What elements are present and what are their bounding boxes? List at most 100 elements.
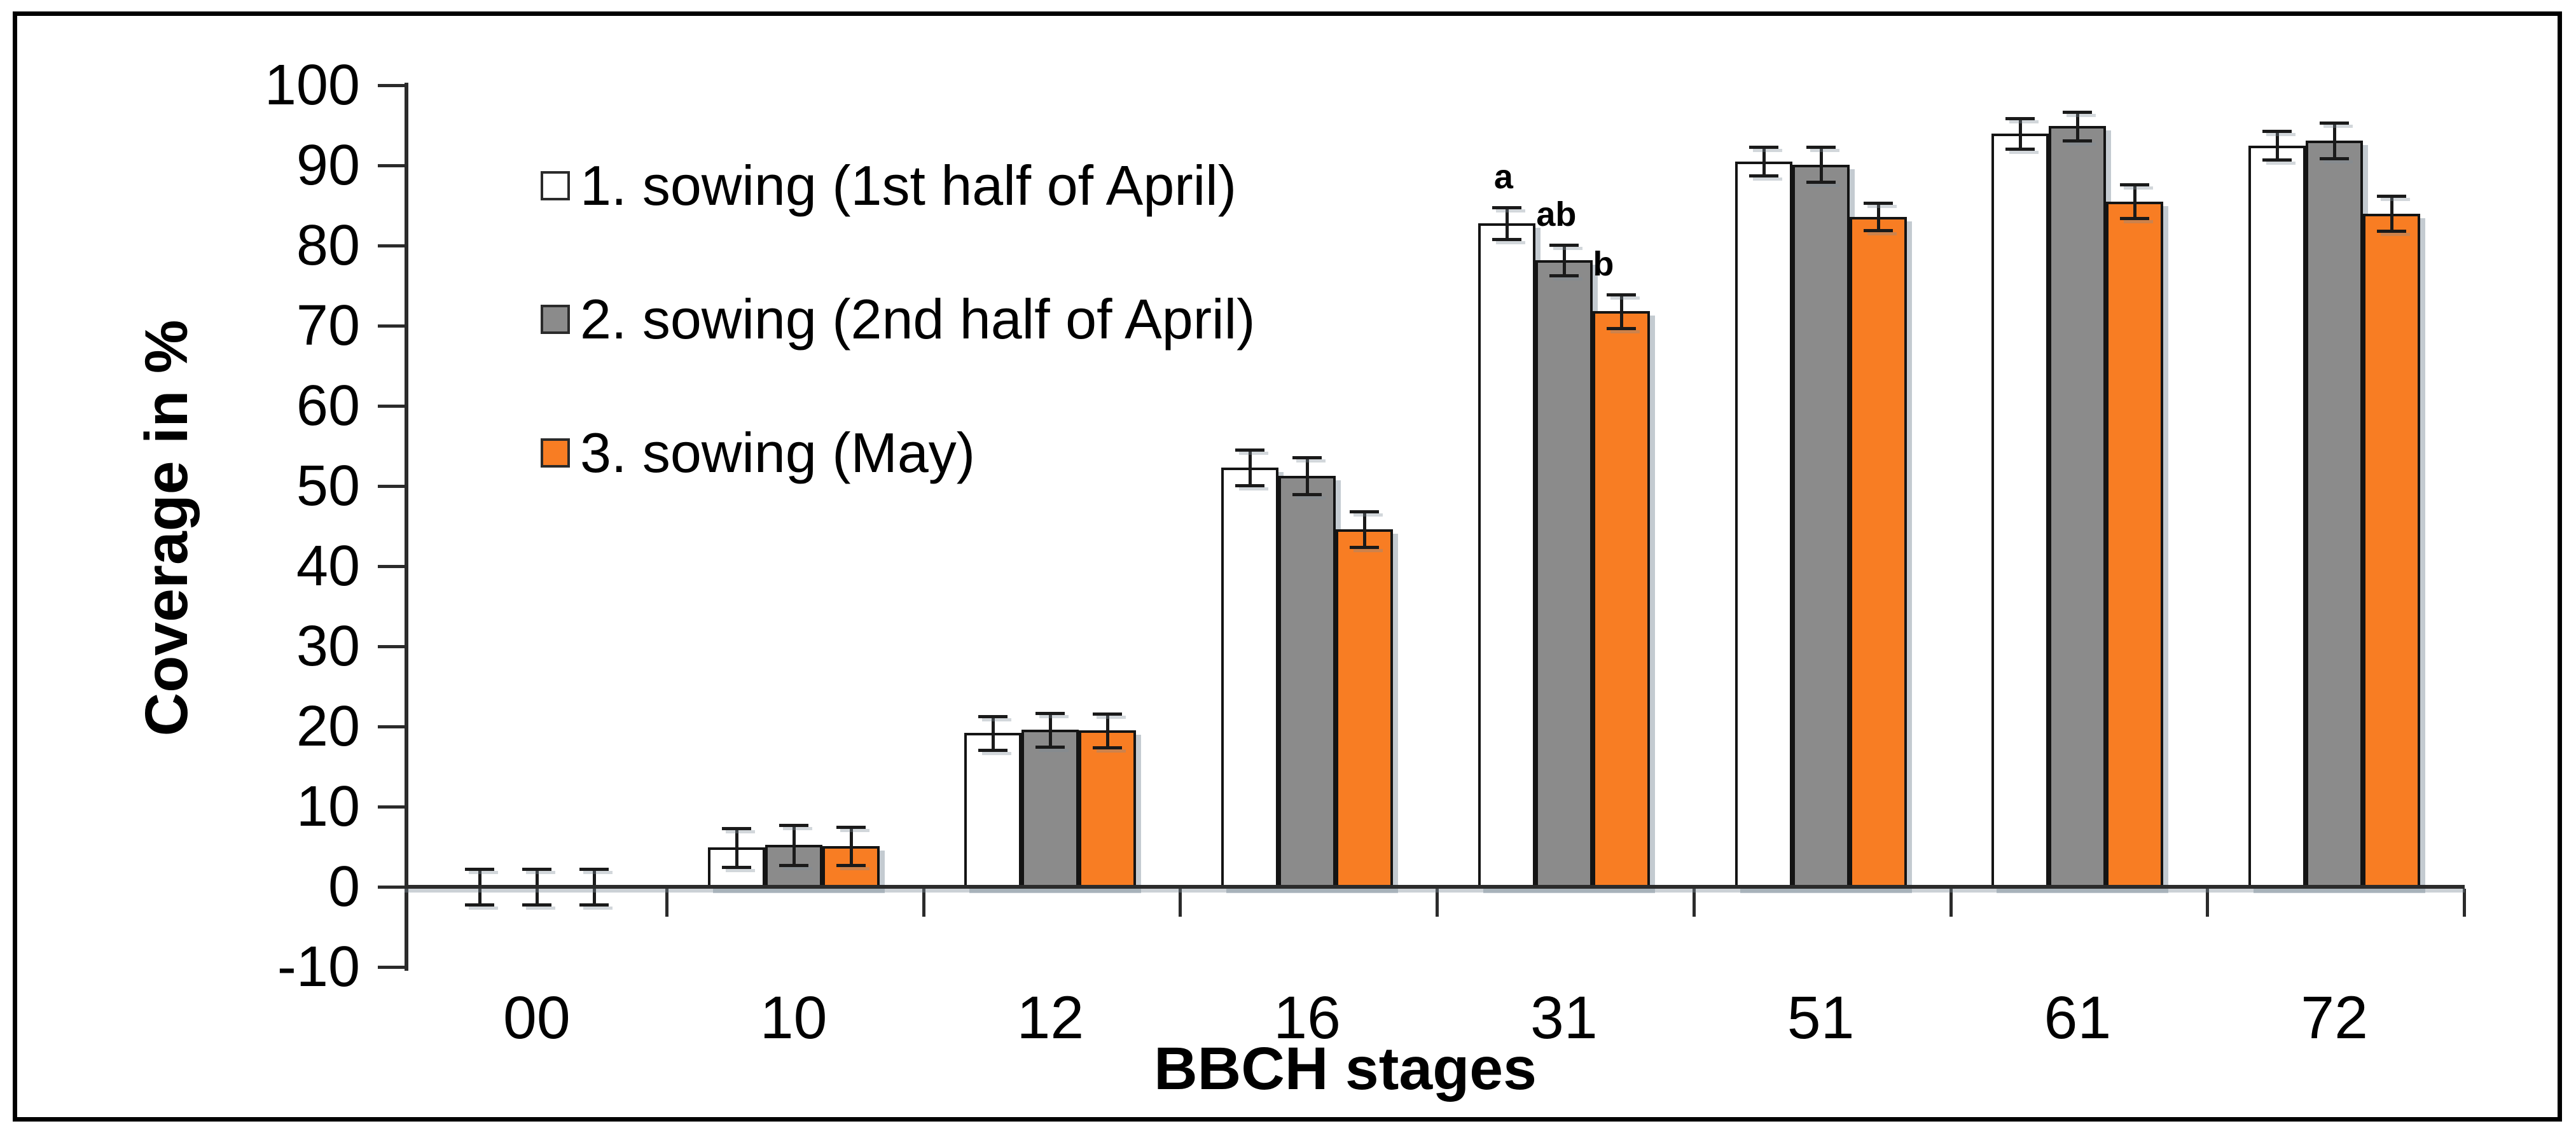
y-axis-tick (378, 645, 405, 648)
error-bar-line (1106, 713, 1110, 747)
error-bar-line (735, 828, 738, 867)
bar-series1-bbch-61 (1991, 133, 2049, 889)
error-bar-cap-top (1748, 146, 1778, 149)
x-axis-tick (1692, 889, 1696, 917)
x-axis-title: BBCH stages (1154, 1035, 1537, 1102)
y-axis-tick (378, 565, 405, 568)
error-bar-line (1363, 511, 1367, 547)
error-bar-cap-bottom (2005, 147, 2035, 151)
y-axis-tick (378, 805, 405, 809)
bar-series3-bbch-61 (2106, 201, 2164, 889)
significance-letter-b: b (1593, 244, 1614, 283)
error-bar-cap-top (2320, 122, 2350, 125)
error-bar-line (1762, 147, 1766, 176)
y-axis-tick-label: 60 (296, 374, 360, 438)
y-axis-line (405, 83, 408, 971)
x-axis-tick-label: 12 (1016, 984, 1084, 1052)
x-axis-tick (2206, 889, 2210, 917)
x-axis-tick (2463, 889, 2466, 917)
y-axis-tick-label: 70 (296, 294, 360, 358)
error-bar-cap-bottom (836, 863, 866, 867)
bar-series2-bbch-16 (1278, 475, 1336, 889)
error-bar-cap-bottom (1292, 492, 1322, 496)
error-bar-cap-top (1606, 293, 1636, 296)
error-bar-line (1876, 203, 1880, 231)
x-axis-tick-label: 16 (1273, 984, 1341, 1052)
error-bar-cap-bottom (1350, 545, 1380, 549)
error-bar-cap-top (579, 868, 609, 872)
error-bar-cap-top (464, 868, 494, 872)
bar-series3-bbch-51 (1849, 216, 1907, 889)
error-bar-cap-bottom (1748, 174, 1778, 178)
y-axis-tick-label: 10 (296, 775, 360, 838)
error-bar-cap-top (978, 714, 1008, 718)
x-axis-line (405, 885, 2465, 889)
error-bar-line (1819, 147, 1823, 183)
bar-series2-bbch-12 (1021, 730, 1079, 889)
x-axis-tick-label: 00 (503, 984, 571, 1052)
bar-series3-bbch-12 (1079, 730, 1137, 889)
y-axis-tick-label: 100 (264, 53, 360, 117)
error-bar-cap-top (1350, 510, 1380, 514)
y-axis-tick-label: 20 (296, 695, 360, 758)
error-bar-cap-bottom (1606, 326, 1636, 330)
error-bar-cap-top (779, 823, 808, 827)
bar-series1-bbch-16 (1221, 468, 1279, 889)
legend-swatch-icon (541, 305, 570, 334)
bar-series2-bbch-72 (2306, 140, 2364, 889)
y-axis-tick-label: 0 (328, 855, 360, 919)
error-bar-cap-top (1863, 202, 1893, 205)
x-axis-tick-label: 10 (759, 984, 828, 1052)
error-bar-cap-bottom (522, 903, 551, 907)
significance-letter-a: a (1493, 157, 1513, 196)
y-axis-tick (378, 164, 405, 167)
error-bar-cap-top (836, 825, 866, 829)
bar-series3-bbch-31 (1592, 311, 1650, 889)
y-axis-tick (378, 324, 405, 328)
legend-label: 1. sowing (1st half of April) (580, 154, 1237, 217)
y-axis-tick (378, 405, 405, 408)
error-bar-cap-top (721, 827, 751, 831)
bar-series1-bbch-72 (2248, 145, 2306, 889)
error-bar-line (2076, 111, 2080, 141)
error-bar-cap-top (1806, 146, 1836, 149)
bar-series1-bbch-12 (964, 733, 1022, 889)
legend-label: 3. sowing (May) (580, 421, 976, 484)
y-axis-tick (378, 485, 405, 488)
bar-series3-bbch-72 (2363, 213, 2421, 889)
error-bar-cap-bottom (2377, 230, 2407, 233)
error-bar-line (1249, 450, 1252, 485)
error-bar-cap-top (2377, 194, 2407, 198)
x-axis-tick (1949, 889, 1953, 917)
legend-item-1: 1. sowing (1st half of April) (541, 151, 1236, 221)
error-bar-line (1505, 207, 1509, 239)
error-bar-line (1049, 712, 1053, 747)
significance-letter-ab: ab (1536, 195, 1577, 233)
error-bar-cap-bottom (721, 865, 751, 869)
legend-label: 2. sowing (2nd half of April) (580, 288, 1256, 351)
error-bar-line (1619, 294, 1623, 328)
y-axis-tick-label: 90 (296, 134, 360, 197)
error-bar-cap-bottom (2320, 156, 2350, 160)
legend-item-2: 2. sowing (2nd half of April) (541, 284, 1255, 354)
legend-swatch-icon (541, 171, 570, 200)
x-axis-tick-label: 61 (2044, 984, 2112, 1052)
bar-series1-bbch-51 (1735, 161, 1792, 889)
x-axis-tick-label: 72 (2301, 984, 2368, 1052)
error-bar-cap-top (1492, 205, 1521, 209)
x-axis-tick-label: 31 (1530, 984, 1598, 1052)
error-bar-cap-bottom (1093, 746, 1123, 749)
bar-series2-bbch-61 (2049, 126, 2107, 889)
y-axis-tick (378, 84, 405, 87)
legend-item-3: 3. sowing (May) (541, 418, 975, 488)
y-axis-tick-label: -10 (277, 935, 360, 999)
error-bar-cap-bottom (1863, 229, 1893, 233)
error-bar-line (1306, 457, 1310, 494)
error-bar-line (1562, 244, 1566, 275)
y-axis-tick (378, 966, 405, 969)
x-axis-tick (1179, 889, 1182, 917)
error-bar-cap-bottom (779, 863, 808, 867)
y-axis-tick (378, 244, 405, 247)
error-bar-cap-top (1235, 448, 1265, 452)
